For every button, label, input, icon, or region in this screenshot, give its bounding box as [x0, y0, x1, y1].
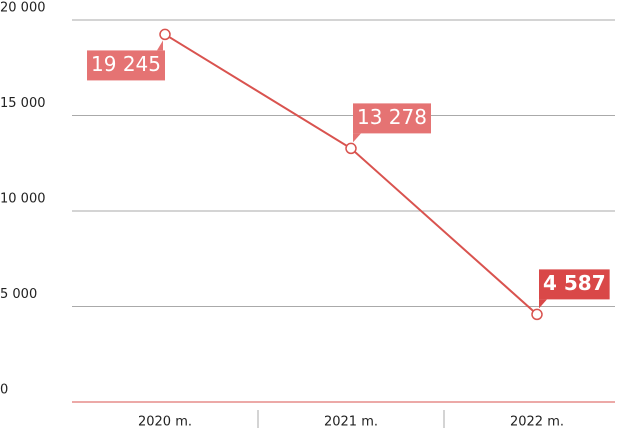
y-tick-label: 15 000 [0, 96, 46, 111]
value-label-pointer [539, 299, 547, 309]
value-label-box [539, 269, 610, 300]
y-tick-label: 5 000 [0, 287, 37, 302]
line [164, 33, 538, 316]
value-label: 13 278 [357, 105, 427, 129]
marker [531, 308, 543, 321]
marker [159, 28, 171, 41]
x-tick-label: 2022 m. [510, 415, 564, 430]
value-label-pointer [353, 133, 361, 143]
y-tick-label: 10 000 [0, 192, 46, 207]
value-label-box [353, 103, 431, 134]
value-label: 19 245 [91, 52, 161, 76]
marker [345, 142, 357, 155]
y-tick-label: 0 [0, 383, 8, 398]
value-label-box [87, 50, 165, 81]
x-tick-label: 2020 m. [138, 415, 192, 430]
value-label: 4 587 [543, 271, 606, 295]
value-label-pointer [157, 40, 163, 51]
x-tick-label: 2021 m. [324, 415, 378, 430]
y-tick-label: 20 000 [0, 1, 46, 16]
